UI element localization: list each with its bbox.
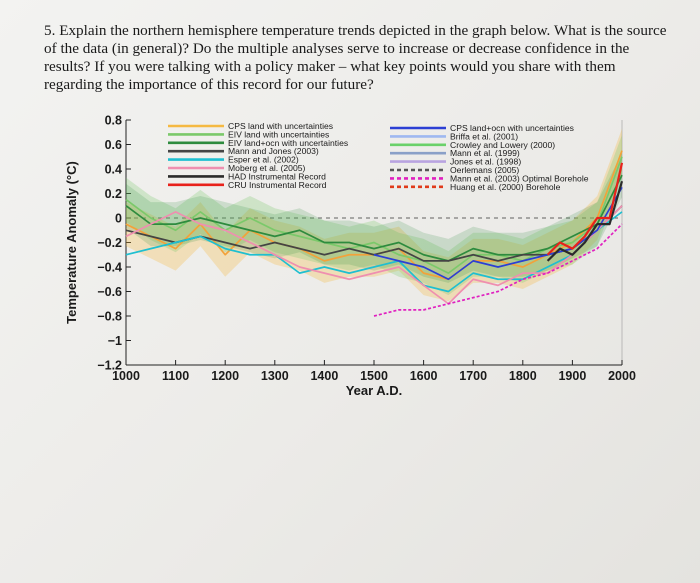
series-line: [125, 211, 623, 293]
legend-label: CPS land with uncertainties: [228, 121, 333, 131]
legend-label: CRU Instrumental Record: [228, 180, 327, 190]
y-tick-label: 0.8: [105, 114, 122, 128]
question-text: 5. Explain the northern hemisphere tempe…: [44, 22, 667, 93]
legend-label: Mann et al. (1999): [450, 148, 520, 158]
x-tick-label: 1700: [459, 369, 487, 383]
legend-label: CPS land+ocn with uncertainties: [450, 123, 574, 133]
legend-label: Huang et al. (2000) Borehole: [450, 182, 561, 192]
series-line: [546, 180, 624, 262]
legend-label: Mann and Jones (2003): [228, 146, 319, 156]
legend-label: EIV land+ocn with uncertainties: [228, 138, 348, 148]
y-tick-label: 0.6: [105, 138, 122, 152]
legend-label: HAD Instrumental Record: [228, 171, 326, 181]
series-line: [125, 174, 623, 262]
x-tick-label: 1100: [162, 369, 189, 383]
series-line: [125, 156, 623, 274]
temperature-chart: 0.8 0.6 0.4 0.2 0 −0.2 −0.4 −0.6 −0.8 −1 −1.2 1000 1…: [60, 110, 650, 420]
x-tick-label: 1000: [112, 369, 140, 383]
legend-label: Oerlemans (2005): [450, 165, 519, 175]
x-axis-title: Year A.D.: [346, 383, 403, 398]
series-line: [373, 186, 623, 281]
y-axis-title: Temperature Anomaly (°C): [64, 161, 79, 324]
y-tick-label: −1: [108, 334, 122, 348]
series-line: [125, 205, 623, 305]
y-tick-label: −1.2: [97, 359, 122, 373]
series-line: [546, 162, 624, 256]
x-tick-label: 1800: [509, 369, 537, 383]
legend-label: Briffa et al. (2001): [450, 131, 518, 141]
legend-label: EIV land with uncertainties: [228, 129, 329, 139]
y-tick-label: −0.4: [97, 261, 122, 275]
x-tick-label: 1400: [310, 369, 338, 383]
y-tick-label: 0: [115, 212, 122, 226]
series-line: [373, 223, 623, 317]
y-tick-label: −0.2: [97, 236, 122, 250]
x-tick-label: 2000: [608, 369, 636, 383]
x-tick-label: 1900: [558, 369, 586, 383]
legend-label: Moberg et al. (2005): [228, 163, 306, 173]
y-tick-label: −0.6: [97, 285, 122, 299]
legend-label: Crowley and Lowery (2000): [450, 140, 555, 150]
legend-label: Jones et al. (1998): [450, 157, 521, 167]
legend-label: Esper et al. (2002): [228, 155, 299, 165]
y-tick-label: −0.8: [97, 310, 122, 324]
x-tick-label: 1600: [410, 369, 438, 383]
uncertainty-band: [126, 128, 622, 302]
x-tick-label: 1300: [261, 369, 289, 383]
y-tick-label: 0.4: [105, 163, 122, 177]
legend-label: Mann et al. (2003) Optimal Borehole: [450, 173, 589, 183]
uncertainty-band: [126, 153, 622, 283]
x-tick-label: 1200: [211, 369, 239, 383]
y-tick-label: 0.2: [105, 187, 122, 201]
x-tick-label: 1500: [360, 369, 388, 383]
